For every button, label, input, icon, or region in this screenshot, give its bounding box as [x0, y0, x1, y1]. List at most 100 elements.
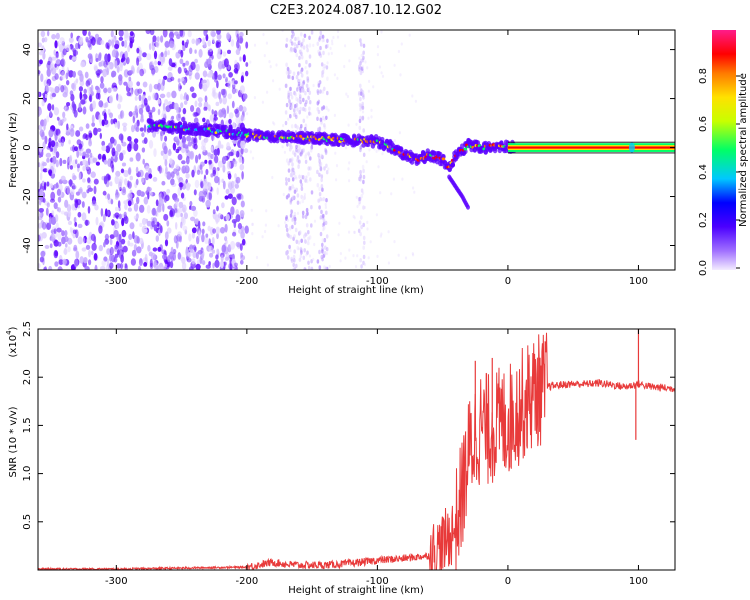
- noise-point: [183, 100, 188, 105]
- noise-point: [305, 253, 308, 257]
- noise-point: [331, 42, 334, 46]
- noise-point: [376, 45, 380, 49]
- branch-point: [466, 204, 470, 210]
- noise-point: [202, 117, 206, 123]
- noise-point: [162, 254, 167, 260]
- noise-point: [169, 158, 173, 165]
- noise-point: [72, 71, 76, 78]
- noise-point: [362, 260, 365, 266]
- noise-point: [246, 112, 249, 116]
- noise-point: [154, 60, 158, 66]
- noise-point: [220, 260, 224, 269]
- noise-point: [127, 181, 132, 189]
- noise-point: [222, 73, 226, 79]
- noise-point: [124, 263, 128, 269]
- noise-point: [158, 197, 164, 206]
- noise-point: [326, 61, 329, 65]
- noise-point: [368, 79, 371, 83]
- noise-point: [297, 164, 300, 169]
- noise-point: [265, 41, 268, 45]
- noise-point: [188, 233, 192, 242]
- noise-point: [82, 159, 87, 166]
- noise-point: [239, 85, 245, 94]
- noise-point: [293, 152, 297, 157]
- noise-point: [114, 212, 120, 218]
- noise-point: [359, 38, 362, 43]
- noise-point: [290, 105, 294, 110]
- noise-point: [111, 70, 117, 78]
- noise-point: [359, 61, 362, 66]
- noise-point: [239, 210, 245, 218]
- noise-cloud: [38, 30, 417, 270]
- noise-point: [122, 125, 127, 132]
- snr-panel: -300 -200 -100 0 100 0.5 1.0 1.5 2.0 2.5 Height o…: [5, 321, 676, 596]
- noise-point: [143, 137, 148, 145]
- noise-point: [332, 35, 335, 40]
- noise-point: [107, 142, 113, 149]
- noise-point: [217, 140, 222, 150]
- noise-point: [124, 203, 128, 210]
- noise-point: [255, 255, 259, 260]
- noise-point: [234, 179, 239, 185]
- noise-point: [137, 88, 143, 94]
- noise-point: [72, 159, 78, 168]
- noise-point: [289, 198, 293, 203]
- noise-point: [128, 166, 132, 176]
- noise-point: [124, 216, 129, 224]
- ridge-point: [223, 124, 228, 130]
- noise-point: [299, 179, 303, 184]
- noise-point: [293, 186, 296, 191]
- noise-point: [316, 41, 320, 46]
- noise-point: [202, 37, 206, 46]
- noise-point: [180, 221, 183, 229]
- noise-point: [198, 220, 201, 229]
- noise-point: [107, 53, 111, 62]
- noise-point: [214, 175, 220, 184]
- noise-point: [49, 147, 53, 152]
- noise-point: [166, 91, 171, 98]
- noise-point: [307, 86, 311, 92]
- noise-point: [300, 250, 303, 255]
- noise-point: [90, 90, 95, 96]
- noise-point: [353, 230, 356, 234]
- noise-point: [79, 71, 83, 78]
- ridge-point: [455, 153, 460, 159]
- noise-point: [47, 30, 50, 37]
- noise-point: [207, 40, 211, 47]
- noise-point: [69, 226, 73, 233]
- noise-point: [325, 163, 328, 168]
- noise-point: [304, 159, 308, 164]
- noise-point: [77, 236, 83, 245]
- snr-y-label: SNR (10 * v/v): [8, 406, 19, 477]
- noise-point: [72, 229, 77, 235]
- noise-point: [307, 260, 310, 265]
- noise-point: [94, 264, 98, 270]
- noise-point: [264, 229, 267, 234]
- noise-point: [376, 53, 379, 57]
- noise-point: [148, 43, 152, 51]
- noise-point: [239, 163, 245, 171]
- noise-point: [348, 161, 351, 165]
- snr-axes: -300 -200 -100 0 100 0.5 1.0 1.5 2.0 2.5: [22, 321, 675, 587]
- noise-point: [291, 184, 295, 189]
- noise-point: [88, 95, 92, 102]
- noise-point: [401, 177, 404, 181]
- noise-point: [74, 221, 78, 227]
- noise-point: [77, 211, 82, 218]
- noise-point: [75, 250, 80, 260]
- noise-point: [228, 118, 232, 125]
- noise-point: [122, 122, 128, 127]
- noise-point: [145, 30, 151, 35]
- noise-point: [208, 159, 213, 165]
- noise-point: [413, 190, 416, 194]
- noise-point: [139, 118, 145, 123]
- noise-point: [362, 152, 366, 157]
- noise-point: [120, 262, 123, 270]
- noise-point: [362, 235, 366, 241]
- noise-point: [312, 83, 315, 88]
- noise-point: [308, 54, 312, 59]
- noise-point: [191, 169, 195, 178]
- noise-point: [305, 152, 308, 156]
- noise-point: [288, 158, 292, 163]
- noise-point: [127, 167, 132, 175]
